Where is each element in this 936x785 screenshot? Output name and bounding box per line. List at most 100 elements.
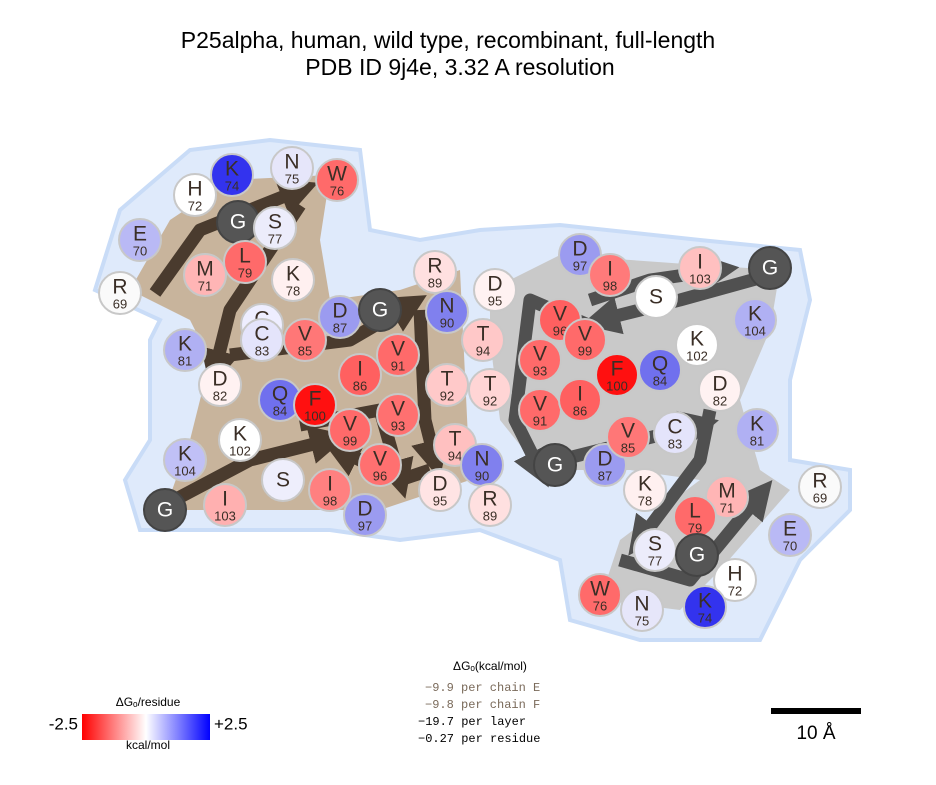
residue-number: 70 bbox=[783, 538, 797, 553]
residue-number: 85 bbox=[621, 440, 635, 455]
residue: T92 bbox=[468, 368, 512, 412]
energy-line: −9.9 per chain E bbox=[425, 681, 540, 695]
residue-number: 76 bbox=[330, 183, 344, 198]
residue-letter: V bbox=[553, 303, 567, 326]
residue: K78 bbox=[623, 468, 667, 512]
residue-letter: H bbox=[727, 563, 742, 586]
residue-number: 89 bbox=[483, 508, 497, 523]
residue-bead bbox=[261, 458, 305, 502]
residue-letter: V bbox=[578, 323, 592, 346]
residue-bead bbox=[218, 418, 262, 462]
residue-letter: I bbox=[222, 488, 228, 511]
residue-letter: I bbox=[607, 258, 613, 281]
residue: D95 bbox=[418, 468, 462, 512]
residue-letter: V bbox=[391, 338, 405, 361]
residue-letter: T bbox=[449, 428, 462, 451]
residue-number: 78 bbox=[286, 283, 300, 298]
residue-bead bbox=[163, 328, 207, 372]
residue: V96 bbox=[358, 443, 402, 487]
residue: G bbox=[143, 488, 187, 532]
residue-letter: E bbox=[783, 518, 797, 541]
residue-number: 78 bbox=[638, 493, 652, 508]
residues: R69E70H72K74N75W76GS77M71L79K78C80D87GR8… bbox=[98, 146, 842, 632]
residue-letter: M bbox=[718, 480, 736, 503]
residue-letter: D bbox=[712, 373, 727, 396]
residue: V93 bbox=[518, 338, 562, 382]
residue: L79 bbox=[223, 240, 267, 284]
residue: V85 bbox=[606, 415, 650, 459]
residue: R69 bbox=[798, 465, 842, 509]
residue-letter: V bbox=[298, 323, 312, 346]
residue-bead bbox=[638, 348, 682, 392]
legend-unit: kcal/mol bbox=[126, 738, 170, 752]
residue-letter: R bbox=[482, 488, 497, 511]
residue-bead bbox=[315, 158, 359, 202]
residue-number: 100 bbox=[304, 408, 326, 423]
residue-number: 96 bbox=[373, 468, 387, 483]
residue-letter: R bbox=[812, 470, 827, 493]
residue-letter: R bbox=[112, 276, 127, 299]
residue-bead bbox=[733, 298, 777, 342]
residue: N90 bbox=[425, 290, 469, 334]
residue-letter: C bbox=[254, 323, 269, 346]
residue-letter: K bbox=[178, 333, 192, 356]
residue-letter: S bbox=[276, 469, 290, 492]
residue: I98 bbox=[308, 468, 352, 512]
residue-bead bbox=[413, 250, 457, 294]
residue-letter: L bbox=[689, 500, 701, 523]
residue: N75 bbox=[620, 588, 664, 632]
legend: ΔGₒ/residue -2.5 +2.5 kcal/mol bbox=[49, 695, 248, 752]
residue-number: 94 bbox=[448, 448, 462, 463]
residue-bead bbox=[418, 468, 462, 512]
residue-number: 72 bbox=[188, 198, 202, 213]
residue-letter: C bbox=[667, 416, 682, 439]
residue-letter: I bbox=[577, 383, 583, 406]
residue-bead bbox=[358, 288, 402, 332]
residue-bead bbox=[253, 206, 297, 250]
residue: M71 bbox=[183, 253, 227, 297]
residue-bead bbox=[271, 258, 315, 302]
title-line: P25alpha, human, wild type, recombinant,… bbox=[181, 27, 715, 53]
residue-bead bbox=[270, 146, 314, 190]
legend-max: +2.5 bbox=[214, 714, 248, 733]
residue-number: 99 bbox=[578, 343, 592, 358]
energy: ΔGₒ(kcal/mol) −9.9 per chain E −9.8 per … bbox=[418, 659, 540, 746]
residue-bead bbox=[163, 438, 207, 482]
residue-number: 91 bbox=[391, 358, 405, 373]
residue: L79 bbox=[673, 495, 717, 539]
residue-letter: T bbox=[484, 373, 497, 396]
residue: T94 bbox=[461, 318, 505, 362]
legend-gradient bbox=[82, 714, 210, 740]
residue: I86 bbox=[338, 353, 382, 397]
residue-bead bbox=[533, 443, 577, 487]
residue: V99 bbox=[328, 408, 372, 452]
residue-bead bbox=[675, 533, 719, 577]
residue-bead bbox=[468, 368, 512, 412]
residue-letter: K bbox=[748, 303, 762, 326]
residue: H72 bbox=[713, 558, 757, 602]
residue-number: 72 bbox=[728, 583, 742, 598]
residue-number: 92 bbox=[483, 393, 497, 408]
residue: R89 bbox=[413, 250, 457, 294]
residue-bead bbox=[588, 253, 632, 297]
residue-bead bbox=[698, 368, 742, 412]
residue-number: 104 bbox=[174, 463, 196, 478]
residue-bead bbox=[798, 465, 842, 509]
residue-number: 95 bbox=[488, 293, 502, 308]
residue-bead bbox=[748, 246, 792, 290]
residue-number: 97 bbox=[358, 518, 372, 533]
residue-bead bbox=[713, 558, 757, 602]
residue-bead bbox=[468, 483, 512, 527]
residue: W76 bbox=[578, 573, 622, 617]
residue-letter: R bbox=[427, 255, 442, 278]
residue: G bbox=[216, 200, 260, 244]
residue-letter: G bbox=[547, 454, 563, 477]
residue-letter: K bbox=[178, 443, 192, 466]
